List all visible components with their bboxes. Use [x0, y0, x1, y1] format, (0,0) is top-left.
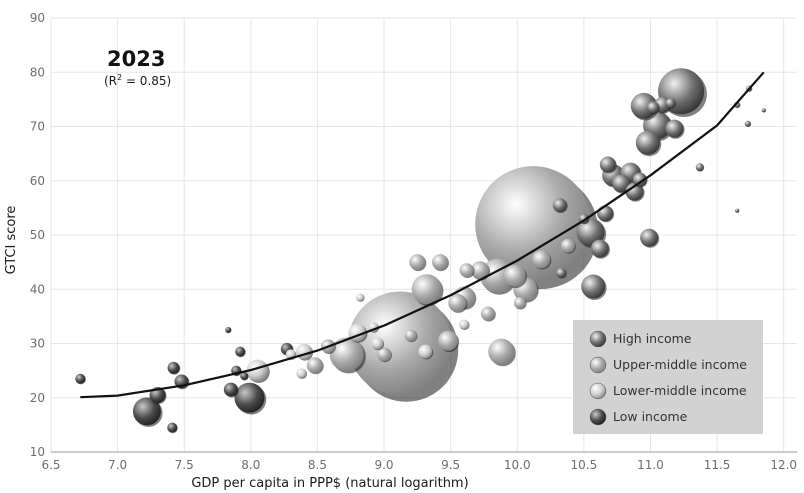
point-high-income — [695, 163, 704, 172]
point-high-income — [590, 239, 609, 258]
trendline — [80, 71, 765, 399]
point-upper-middle-income — [513, 296, 526, 309]
y-tick-label: 80 — [30, 65, 45, 79]
x-tick-label: 11.5 — [704, 458, 731, 472]
point-upper-middle-income — [470, 261, 489, 280]
y-axis-label: GTCI score — [4, 206, 19, 275]
x-tick-label: 11.0 — [637, 458, 664, 472]
point-upper-middle-income — [475, 166, 592, 283]
chart-title: 2023 — [107, 47, 165, 71]
point-upper-middle-income — [437, 330, 458, 351]
y-tick-label: 20 — [30, 391, 45, 405]
point-low-income — [167, 422, 178, 433]
x-tick-label: 12.0 — [770, 458, 797, 472]
legend-marker — [589, 330, 607, 348]
legend-marker — [589, 356, 607, 374]
x-tick-label: 8.0 — [241, 458, 260, 472]
point-upper-middle-income — [377, 347, 392, 362]
x-tick-label: 6.5 — [41, 458, 60, 472]
x-tick-label: 9.0 — [374, 458, 393, 472]
point-high-income — [556, 267, 567, 278]
y-tick-label: 50 — [30, 228, 45, 242]
point-upper-middle-income — [488, 338, 515, 365]
x-tick-label: 7.5 — [175, 458, 194, 472]
point-upper-middle-income — [306, 357, 323, 374]
point-upper-middle-income — [560, 238, 575, 253]
point-upper-middle-income — [448, 293, 467, 312]
point-high-income — [612, 174, 631, 193]
y-tick-label: 10 — [30, 445, 45, 459]
point-high-income — [647, 101, 660, 114]
point-high-income — [640, 228, 659, 247]
point-lower-middle-income — [418, 344, 433, 359]
legend-marker — [589, 408, 607, 426]
point-lower-middle-income — [356, 293, 365, 302]
point-low-income — [235, 346, 246, 357]
point-high-income — [735, 208, 740, 213]
point-high-income — [552, 198, 567, 213]
point-high-income — [761, 108, 766, 113]
point-high-income — [599, 156, 616, 173]
point-high-income — [581, 274, 606, 299]
point-upper-middle-income — [404, 329, 417, 342]
point-upper-middle-income — [532, 250, 551, 269]
point-upper-middle-income — [411, 274, 442, 305]
legend-marker — [589, 382, 607, 400]
point-upper-middle-income — [480, 306, 495, 321]
point-high-income — [576, 218, 605, 247]
point-low-income — [75, 373, 86, 384]
point-high-income — [665, 98, 676, 109]
point-low-income — [132, 397, 161, 426]
x-axis-label: GDP per capita in PPP$ (natural logarith… — [191, 476, 468, 491]
x-tick-labels: 6.5 7.0 7.5 8.0 8.5 9.0 9.5 10.0 10.5 11.0 11.5 12.… — [41, 458, 797, 472]
point-low-income — [225, 326, 232, 333]
y-tick-labels: 10 20 30 40 50 60 70 80 90 — [30, 11, 45, 459]
point-upper-middle-income — [431, 254, 448, 271]
y-tick-label: 60 — [30, 174, 45, 188]
legend-label: Low income — [613, 409, 688, 424]
data-points — [75, 68, 766, 434]
point-low-income — [240, 372, 249, 381]
point-high-income — [597, 205, 614, 222]
legend-label: Upper-middle income — [613, 357, 747, 372]
point-upper-middle-income — [503, 264, 526, 287]
point-lower-middle-income — [296, 368, 307, 379]
point-lower-middle-income — [458, 319, 469, 330]
point-upper-middle-income — [409, 254, 426, 271]
point-low-income — [167, 361, 180, 374]
x-tick-label: 10.0 — [504, 458, 531, 472]
legend-label: High income — [613, 331, 692, 346]
r-squared-label: (R2 = 0.85) — [104, 73, 171, 88]
y-tick-label: 90 — [30, 11, 45, 25]
y-tick-label: 70 — [30, 120, 45, 134]
y-tick-label: 40 — [30, 282, 45, 296]
point-high-income — [665, 119, 684, 138]
legend: High income Upper-middle income Lower-midd… — [573, 320, 763, 434]
x-tick-label: 10.5 — [570, 458, 597, 472]
point-upper-middle-income — [459, 263, 474, 278]
point-upper-middle-income — [329, 337, 364, 372]
x-tick-label: 9.5 — [441, 458, 460, 472]
point-high-income — [632, 172, 647, 187]
point-high-income — [744, 120, 751, 127]
x-tick-label: 7.0 — [108, 458, 127, 472]
point-lower-middle-income — [371, 337, 384, 350]
point-low-income — [223, 382, 238, 397]
point-lower-middle-income — [246, 359, 269, 382]
y-tick-label: 30 — [30, 337, 45, 351]
point-low-income — [234, 382, 265, 413]
point-upper-middle-income — [348, 291, 453, 396]
point-high-income — [635, 130, 660, 155]
x-tick-label: 8.5 — [308, 458, 327, 472]
legend-label: Lower-middle income — [613, 383, 747, 398]
